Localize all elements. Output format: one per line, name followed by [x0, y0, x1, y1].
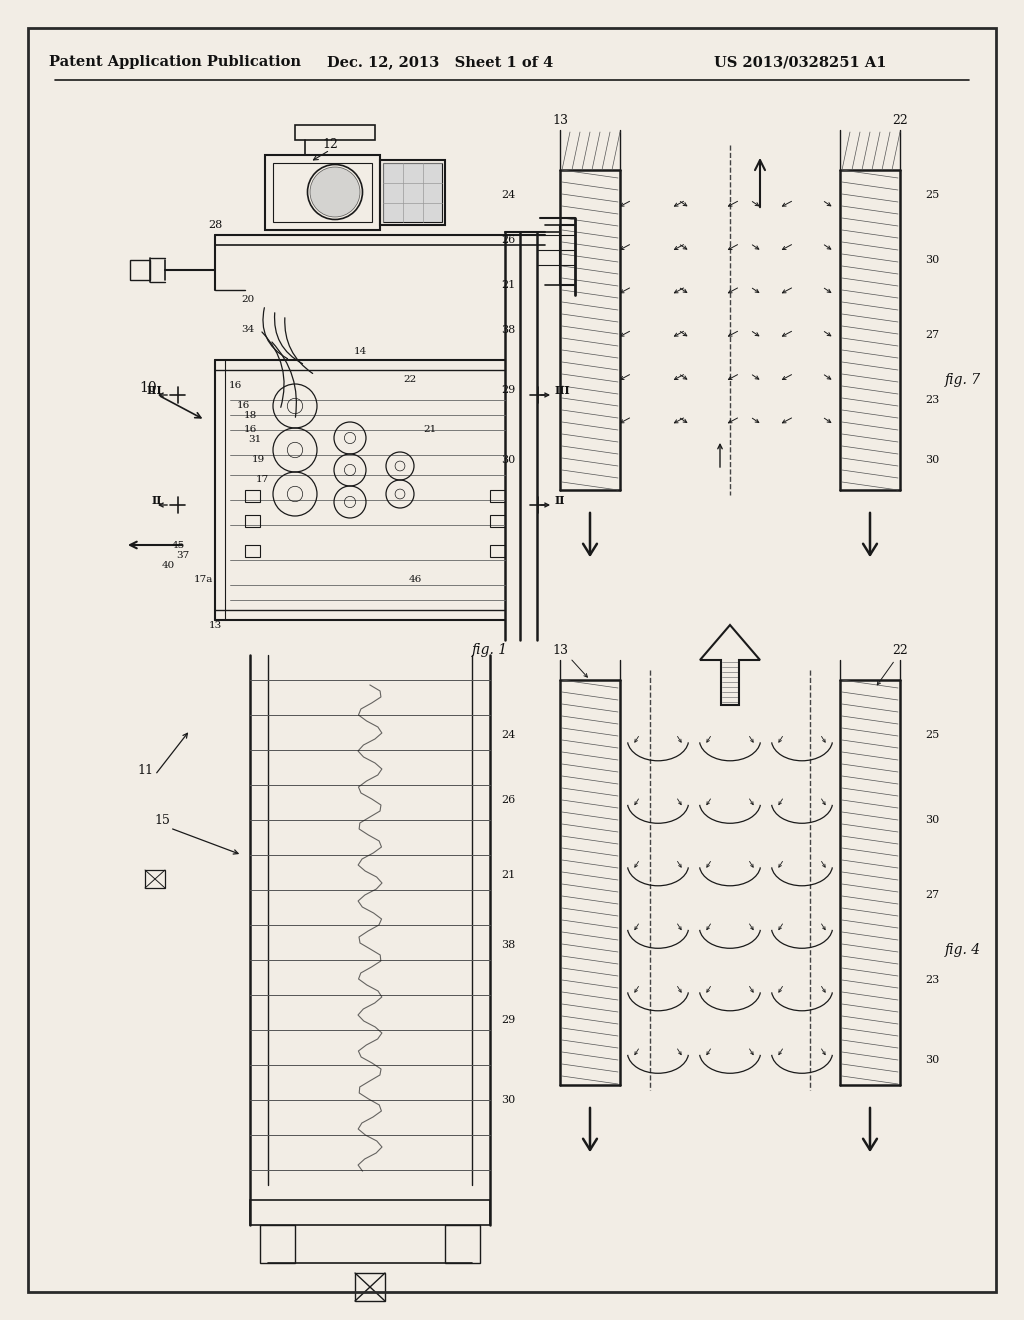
Text: Dec. 12, 2013   Sheet 1 of 4: Dec. 12, 2013 Sheet 1 of 4	[327, 55, 553, 69]
Bar	[245, 515, 260, 527]
Text: II: II	[152, 495, 162, 506]
Text: 28: 28	[208, 220, 222, 230]
Text: fig. 7: fig. 7	[945, 374, 981, 387]
Text: 16: 16	[244, 425, 257, 434]
Text: 25: 25	[925, 730, 939, 741]
Bar	[245, 490, 260, 502]
Text: 30: 30	[925, 455, 939, 465]
Text: 30: 30	[925, 1055, 939, 1065]
Text: 21: 21	[501, 870, 515, 880]
Text: 16: 16	[228, 380, 242, 389]
Text: 23: 23	[925, 395, 939, 405]
Bar	[445, 1225, 480, 1263]
Text: III: III	[146, 384, 162, 396]
Text: 16: 16	[237, 400, 250, 409]
Text: 40: 40	[162, 561, 175, 569]
Text: 29: 29	[501, 1015, 515, 1026]
Text: 45: 45	[171, 540, 184, 549]
Text: 24: 24	[501, 730, 515, 741]
Text: 11: 11	[137, 763, 153, 776]
Text: 17a: 17a	[194, 576, 213, 585]
Text: Patent Application Publication: Patent Application Publication	[49, 55, 301, 69]
Text: 30: 30	[925, 814, 939, 825]
Text: 27: 27	[925, 330, 939, 341]
Text: 18: 18	[244, 411, 257, 420]
Text: 38: 38	[501, 940, 515, 950]
Bar	[383, 162, 442, 222]
Text: 21: 21	[501, 280, 515, 290]
Bar	[490, 545, 505, 557]
Text: 25: 25	[925, 190, 939, 201]
Bar	[130, 260, 150, 280]
Text: 34: 34	[242, 326, 255, 334]
Text: 17: 17	[255, 475, 268, 484]
Text: 26: 26	[501, 235, 515, 246]
Text: 14: 14	[353, 347, 367, 356]
Text: II: II	[555, 495, 565, 506]
Text: 30: 30	[501, 455, 515, 465]
Text: 21: 21	[423, 425, 436, 434]
Text: 20: 20	[242, 296, 255, 305]
Text: 38: 38	[501, 325, 515, 335]
Bar	[355, 1272, 385, 1302]
Text: 30: 30	[501, 1096, 515, 1105]
Text: III: III	[555, 384, 570, 396]
Text: 22: 22	[403, 375, 417, 384]
Bar	[145, 870, 165, 888]
Bar	[380, 160, 445, 224]
Text: US 2013/0328251 A1: US 2013/0328251 A1	[714, 55, 886, 69]
Text: fig. 1: fig. 1	[472, 643, 508, 657]
Text: 22: 22	[892, 644, 908, 656]
Bar	[265, 154, 380, 230]
Text: 30: 30	[925, 255, 939, 265]
Text: 37: 37	[176, 550, 189, 560]
Text: 13: 13	[552, 644, 568, 656]
Text: 24: 24	[501, 190, 515, 201]
Bar	[490, 490, 505, 502]
Bar	[260, 1225, 295, 1263]
Text: 46: 46	[409, 576, 422, 585]
Text: 23: 23	[925, 975, 939, 985]
Bar	[273, 162, 372, 222]
Text: 22: 22	[892, 114, 908, 127]
Text: 13: 13	[552, 114, 568, 127]
Bar	[295, 125, 375, 140]
Text: 13: 13	[208, 620, 221, 630]
Text: 26: 26	[501, 795, 515, 805]
Text: 29: 29	[501, 385, 515, 395]
Bar	[245, 545, 260, 557]
Text: fig. 4: fig. 4	[945, 942, 981, 957]
Text: 15: 15	[154, 813, 170, 826]
Text: 12: 12	[323, 139, 338, 152]
Text: 10: 10	[139, 381, 157, 395]
Ellipse shape	[310, 168, 360, 216]
Text: 31: 31	[249, 436, 261, 445]
Bar	[490, 515, 505, 527]
Bar	[250, 1200, 490, 1225]
Text: 19: 19	[251, 455, 264, 465]
Text: 27: 27	[925, 890, 939, 900]
